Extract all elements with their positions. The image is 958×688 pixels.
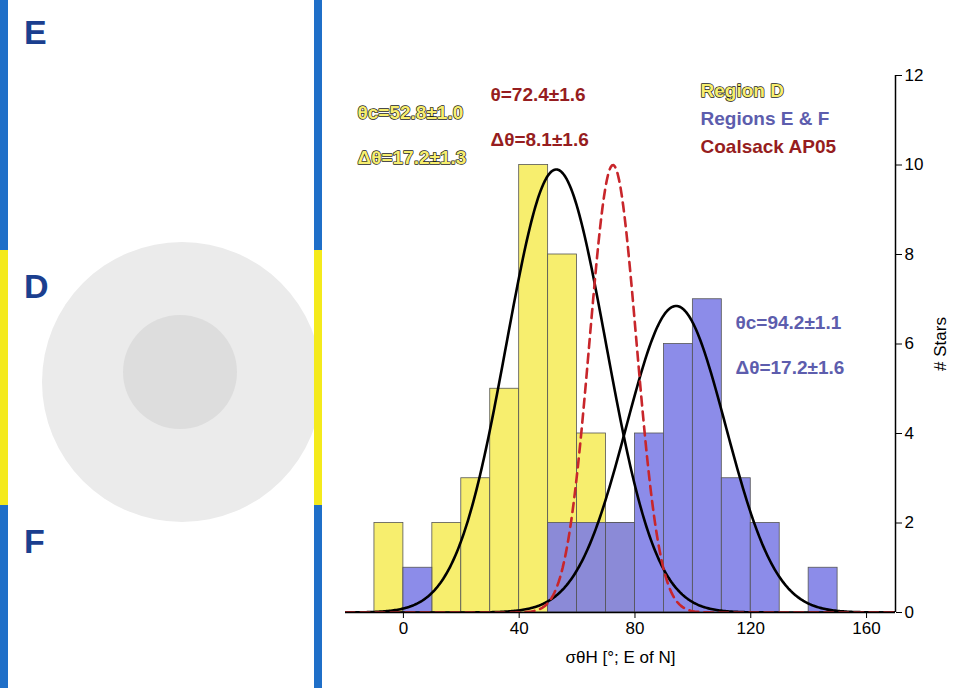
svg-text:10: 10 bbox=[905, 155, 924, 174]
svg-text:0: 0 bbox=[905, 603, 914, 622]
svg-text:6: 6 bbox=[905, 334, 914, 353]
svg-text:Regions E & F: Regions E & F bbox=[701, 108, 830, 129]
svg-text:θc=52.8±1.0: θc=52.8±1.0 bbox=[358, 102, 464, 123]
svg-text:8: 8 bbox=[905, 245, 914, 264]
svg-text:4: 4 bbox=[905, 424, 914, 443]
svg-text:Δθ=17.2±1.3: Δθ=17.2±1.3 bbox=[358, 147, 467, 168]
svg-text:θ=72.4±1.6: θ=72.4±1.6 bbox=[491, 84, 586, 105]
svg-text:Δθ=8.1±1.6: Δθ=8.1±1.6 bbox=[491, 129, 589, 150]
svg-text:σθH [°; E of N]: σθH [°; E of N] bbox=[566, 648, 676, 667]
svg-text:40: 40 bbox=[510, 619, 529, 638]
svg-text:2: 2 bbox=[905, 513, 914, 532]
svg-text:80: 80 bbox=[626, 619, 645, 638]
svg-text:# Stars: # Stars bbox=[931, 317, 950, 371]
svg-text:120: 120 bbox=[737, 619, 765, 638]
svg-text:12: 12 bbox=[905, 66, 924, 85]
svg-text:θc=94.2±1.1: θc=94.2±1.1 bbox=[736, 312, 842, 333]
svg-text:Coalsack AP05: Coalsack AP05 bbox=[701, 136, 837, 157]
svg-text:D: D bbox=[24, 267, 49, 305]
svg-text:Δθ=17.2±1.6: Δθ=17.2±1.6 bbox=[736, 357, 845, 378]
svg-text:F: F bbox=[24, 522, 45, 560]
svg-text:E: E bbox=[24, 13, 47, 51]
svg-text:Region D: Region D bbox=[701, 80, 784, 101]
svg-text:0: 0 bbox=[399, 619, 408, 638]
svg-text:160: 160 bbox=[852, 619, 880, 638]
